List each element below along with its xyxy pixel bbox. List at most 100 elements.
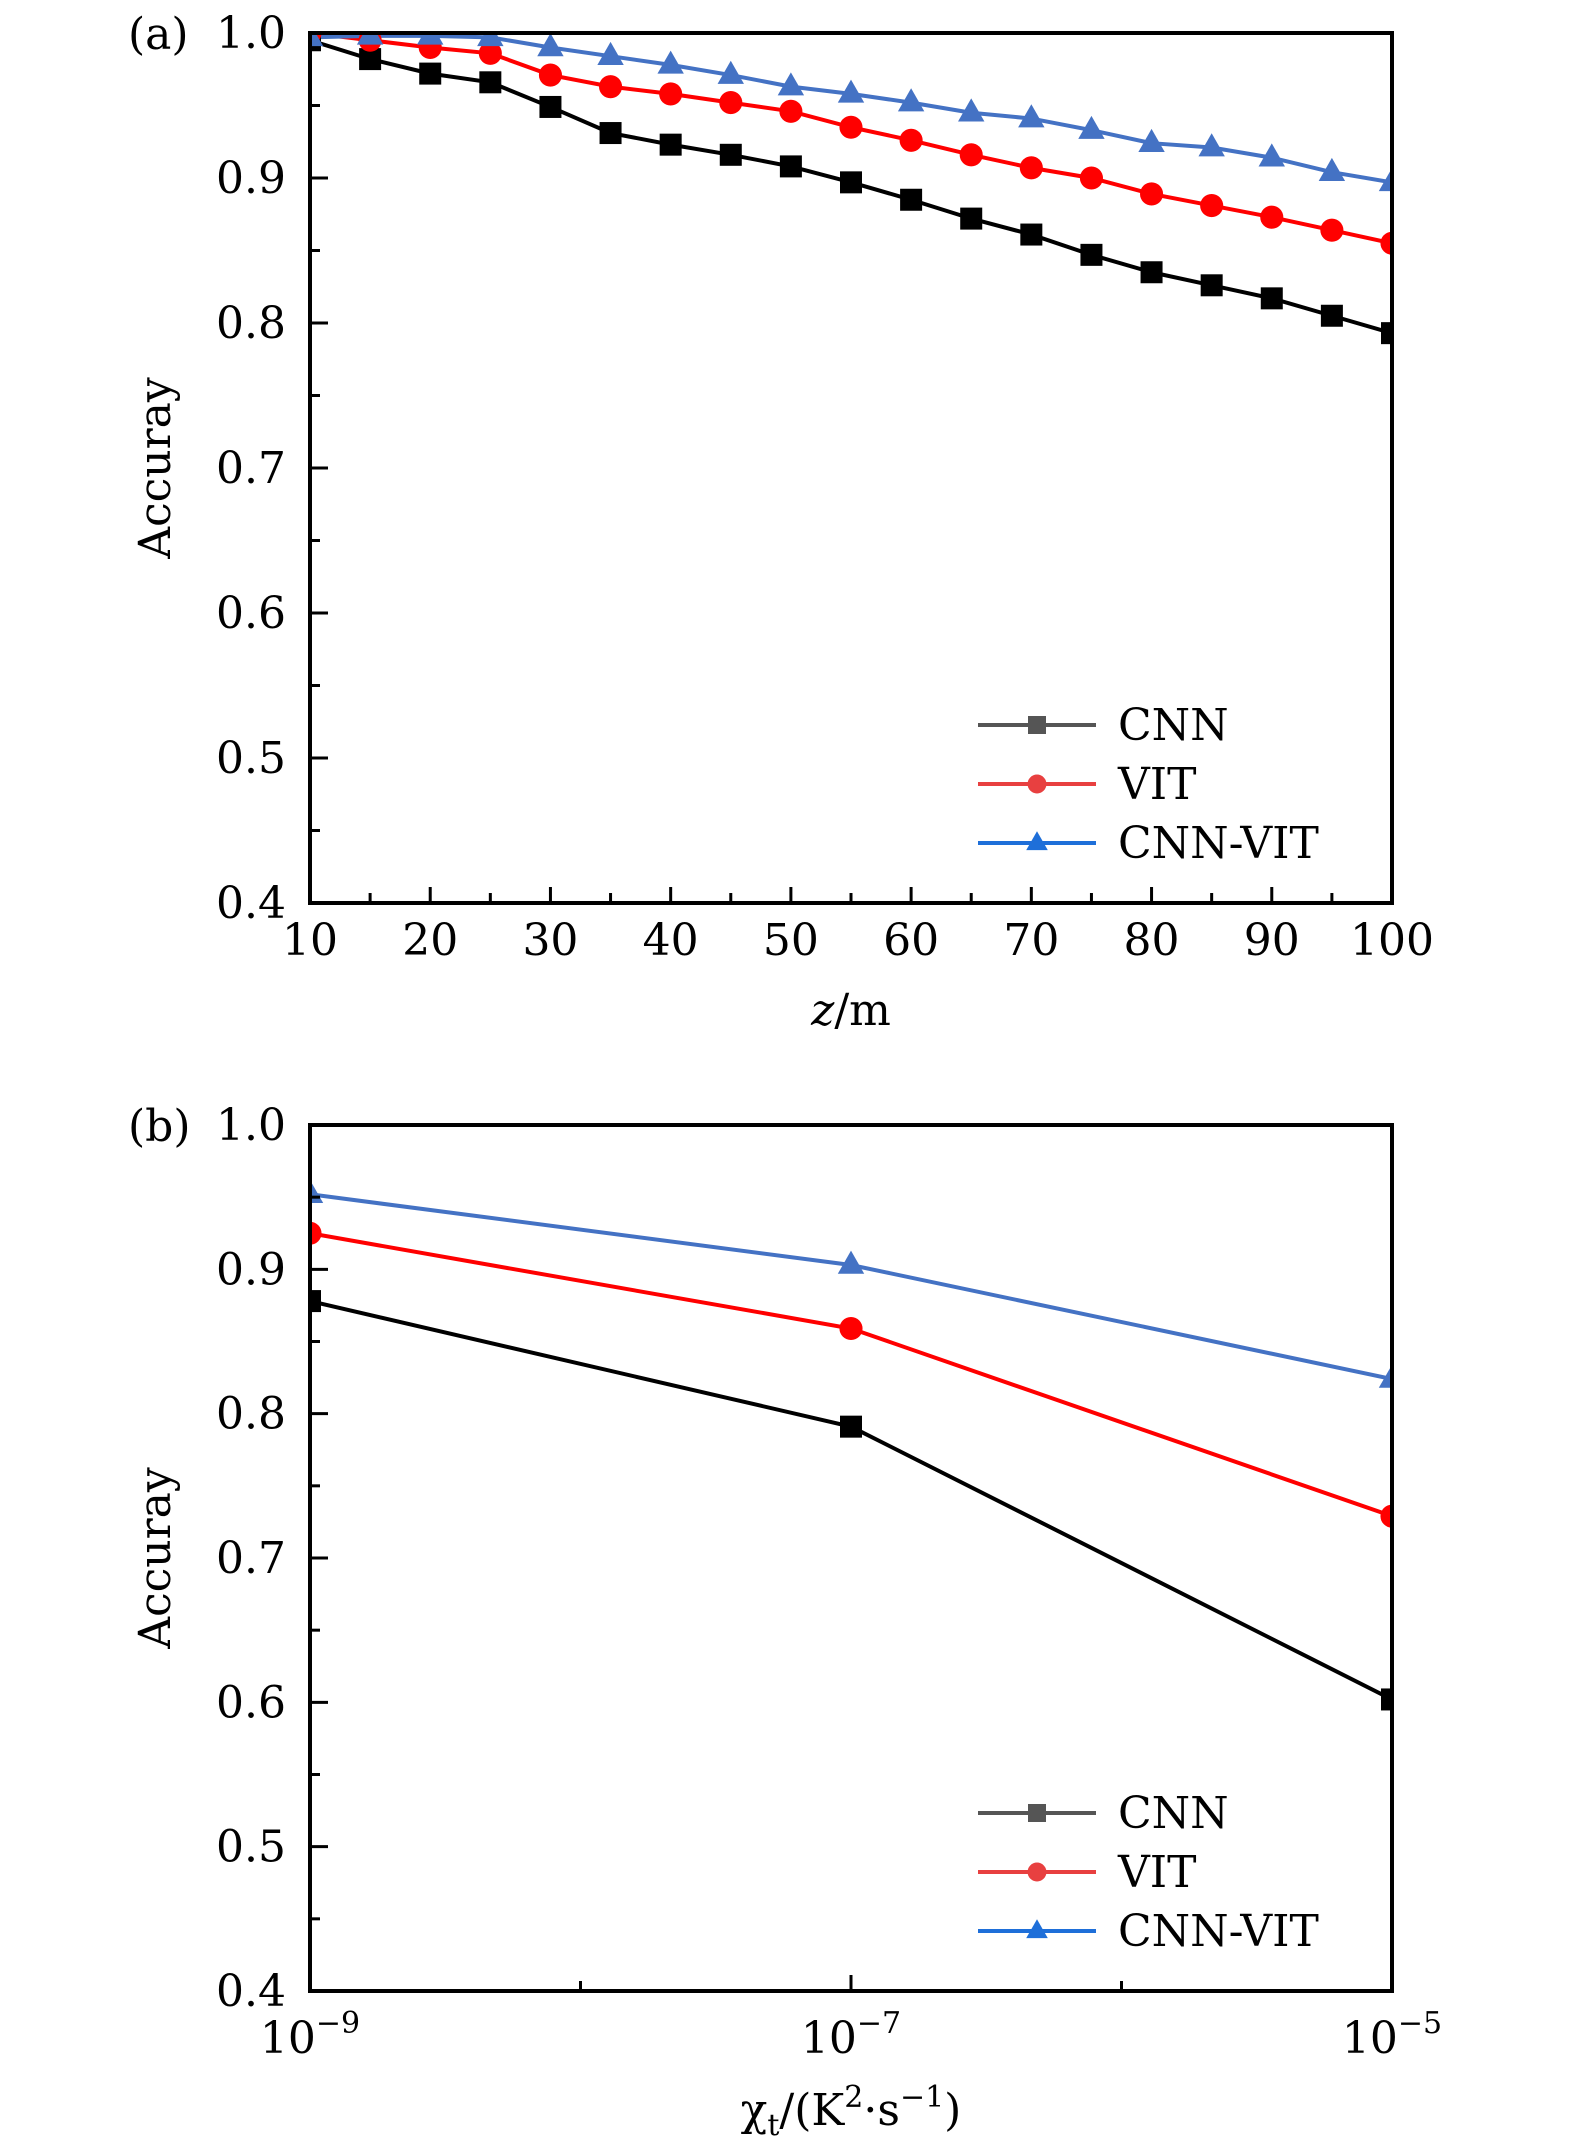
legend-label: CNN-VIT [1118, 1906, 1319, 1957]
data-point-cnn [900, 188, 923, 211]
data-point-vit [1140, 182, 1164, 206]
y-tick-label: 0.6 [216, 1677, 286, 1728]
x-tick-label: 70 [1003, 915, 1059, 966]
data-point-vit [1200, 194, 1224, 218]
x-tick-label: 90 [1244, 915, 1300, 966]
y-tick-label: 0.8 [216, 298, 286, 349]
data-point-cnn-vit [1258, 143, 1285, 167]
data-point-vit [478, 41, 502, 65]
legend-item-cnn: CNN [978, 700, 1229, 751]
x-tick-label: 20 [402, 915, 458, 966]
data-point-cnn-vit [657, 50, 684, 74]
data-point-cnn [840, 1415, 862, 1438]
data-point-cnn-vit [1198, 133, 1225, 157]
data-point-cnn-vit [477, 33, 504, 47]
data-point-cnn-vit [597, 41, 624, 65]
legend-label: CNN [1118, 700, 1229, 751]
legend-marker-square-icon [1028, 1804, 1046, 1822]
data-point-cnn [1020, 223, 1043, 246]
panel-b-label: (b) [128, 1101, 191, 1152]
data-point-cnn [359, 48, 382, 71]
data-point-vit [1019, 156, 1043, 180]
data-point-cnn-vit [417, 33, 444, 45]
y-tick-label: 0.7 [216, 1533, 286, 1584]
data-point-cnn [719, 143, 742, 166]
legend: CNN VIT CNN-VIT [978, 1788, 1319, 1957]
data-point-vit [719, 91, 743, 115]
data-point-cnn-vit [717, 60, 744, 84]
data-point-cnn-vit [1078, 115, 1105, 139]
data-point-cnn-vit [897, 88, 925, 112]
legend-marker-triangle-icon [1026, 831, 1048, 851]
x-tick-label: 10−9 [260, 2006, 360, 2064]
legend: CNN VIT CNN-VIT [978, 700, 1319, 869]
legend-item-vit: VIT [978, 759, 1197, 810]
data-point-vit [1380, 231, 1392, 255]
data-point-cnn [310, 1290, 321, 1313]
data-point-cnn [1381, 322, 1392, 345]
y-tick-label: 0.4 [216, 1966, 286, 2017]
data-point-cnn [539, 95, 562, 118]
data-point-cnn [1381, 1688, 1392, 1711]
x-tick-label: 40 [643, 915, 699, 966]
legend-item-cnn-vit: CNN-VIT [978, 818, 1319, 869]
data-point-vit [959, 143, 983, 167]
data-point-cnn-vit [537, 33, 564, 57]
data-point-vit [839, 1316, 863, 1341]
legend-marker-square-icon [1028, 716, 1046, 734]
data-point-cnn [1320, 304, 1343, 327]
x-tick-label: 50 [763, 915, 819, 966]
x-tick-label: 30 [522, 915, 578, 966]
data-point-cnn-vit [1018, 104, 1045, 128]
panel-b-x-axis-title: χt/(K2·s−1) [741, 2080, 962, 2143]
data-point-cnn-vit [1378, 1364, 1392, 1388]
legend-marker-circle-icon [1027, 1862, 1047, 1882]
x-title-close: ) [944, 2085, 961, 2136]
panel-a-plot-area: 0.4 0.5 0.6 0.7 0.8 0.9 1.0 10 20 30 40 50 60 70 80 90 1… [216, 8, 1434, 966]
data-point-vit [1380, 1504, 1392, 1528]
y-tick-label: 0.7 [216, 443, 286, 494]
data-point-cnn [419, 62, 442, 85]
series-line-cnn-vit [310, 1192, 1392, 1381]
x-tick-label-exponent: −9 [316, 2006, 360, 2041]
data-point-cnn-vit [1378, 168, 1392, 192]
x-title-sub: t [767, 2108, 779, 2143]
panel-a-x-axis-title-var: z [810, 985, 835, 1036]
panel-a-x-axis-title-unit: /m [834, 985, 891, 1036]
panel-b-y-axis-title: Accuray [130, 1467, 181, 1650]
data-point-cnn [1260, 287, 1283, 310]
legend-item-cnn-vit: CNN-VIT [978, 1906, 1319, 1957]
x-tick-label: 10−5 [1342, 2006, 1442, 2064]
data-point-cnn-vit [837, 1250, 865, 1274]
data-point-vit [538, 63, 562, 87]
panel-a-label: (a) [128, 9, 189, 60]
panel-a: (a) Accuray z/m 0.4 0.5 0.6 0.7 0.8 0.9 1.0 10 2… [128, 8, 1434, 1036]
legend-marker-circle-icon [1027, 774, 1047, 794]
series-line-vit [310, 1231, 1392, 1519]
x-title-mid: ·s [863, 2085, 900, 2136]
x-title-sup2: −1 [900, 2080, 944, 2115]
data-point-vit [1260, 205, 1284, 229]
y-tick-label: 0.8 [216, 1389, 286, 1440]
data-point-cnn [840, 171, 862, 194]
data-point-cnn [659, 133, 682, 156]
x-tick-label-base: 10 [801, 2013, 857, 2064]
x-tick-label: 10−7 [801, 2006, 901, 2064]
y-tick-label: 1.0 [216, 8, 286, 59]
y-tick-label: 0.9 [216, 153, 286, 204]
y-tick-label: 0.5 [216, 1822, 286, 1873]
panel-b-plot-area: 0.40.50.60.70.80.91.010−9 10−7 10−5CNNVITC… [216, 1100, 1442, 2064]
legend-label: CNN-VIT [1118, 818, 1319, 869]
data-point-cnn-vit [1138, 128, 1165, 152]
data-point-cnn-vit [958, 98, 985, 122]
panel-a-x-axis-title: z/m [810, 985, 891, 1036]
data-point-vit [1079, 166, 1103, 190]
legend-label: VIT [1117, 759, 1197, 810]
data-point-vit [659, 82, 683, 106]
x-tick-label-base: 10 [260, 2013, 316, 2064]
y-tick-label: 0.4 [216, 878, 286, 929]
y-tick-label: 1.0 [216, 1100, 286, 1151]
x-title-sup1: 2 [844, 2080, 863, 2115]
data-point-vit [1320, 218, 1344, 242]
